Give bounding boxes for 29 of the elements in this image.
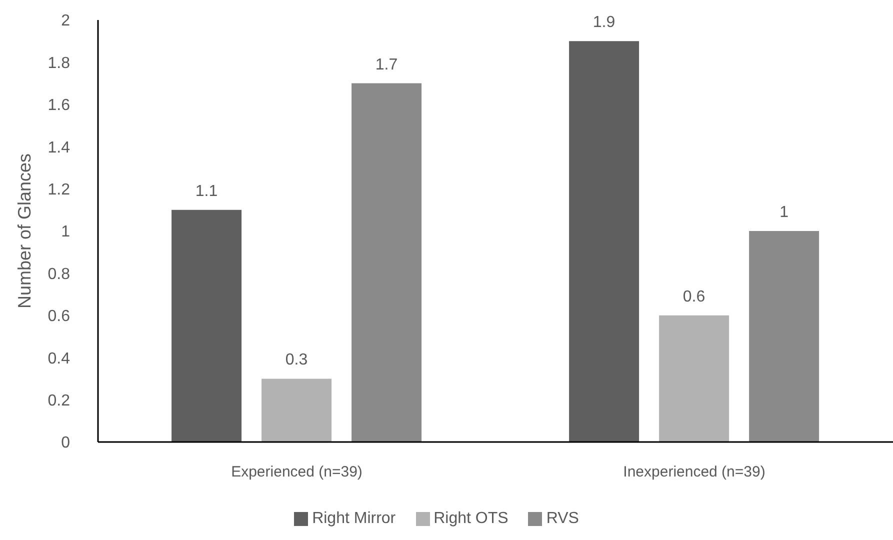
y-tick-label: 0.4 (48, 350, 70, 368)
y-tick-label: 0.8 (48, 266, 70, 283)
legend-label: RVS (546, 510, 579, 527)
x-tick-label: Inexperienced (n=39) (623, 464, 766, 481)
y-tick-label: 1.2 (48, 181, 70, 198)
y-tick-label: 1.8 (48, 54, 70, 72)
y-axis-title: Number of Glances (14, 153, 34, 309)
data-label: 1.7 (375, 56, 398, 74)
bar (749, 231, 820, 442)
bar (172, 210, 242, 442)
data-label: 0.3 (285, 352, 308, 369)
bar (262, 378, 332, 442)
bar (569, 41, 640, 442)
data-label: 0.6 (682, 288, 706, 306)
data-label: 1.1 (195, 182, 218, 200)
y-tick-label: 0 (61, 434, 70, 452)
legend-label: Right OTS (434, 510, 508, 527)
y-tick-label: 1 (61, 224, 70, 241)
y-tick-label: 1.6 (48, 97, 70, 114)
data-label: 1.9 (592, 14, 616, 32)
y-tick-label: 2 (61, 12, 70, 30)
y-tick-label: 0.6 (48, 308, 70, 326)
legend-label: Right Mirror (312, 510, 396, 527)
y-tick-label: 0.2 (48, 392, 70, 410)
data-label: 1 (780, 204, 789, 221)
y-tick-label: 1.4 (48, 139, 70, 156)
bar (352, 83, 422, 442)
bar (659, 315, 730, 442)
x-tick-label: Experienced (n=39) (231, 464, 362, 481)
